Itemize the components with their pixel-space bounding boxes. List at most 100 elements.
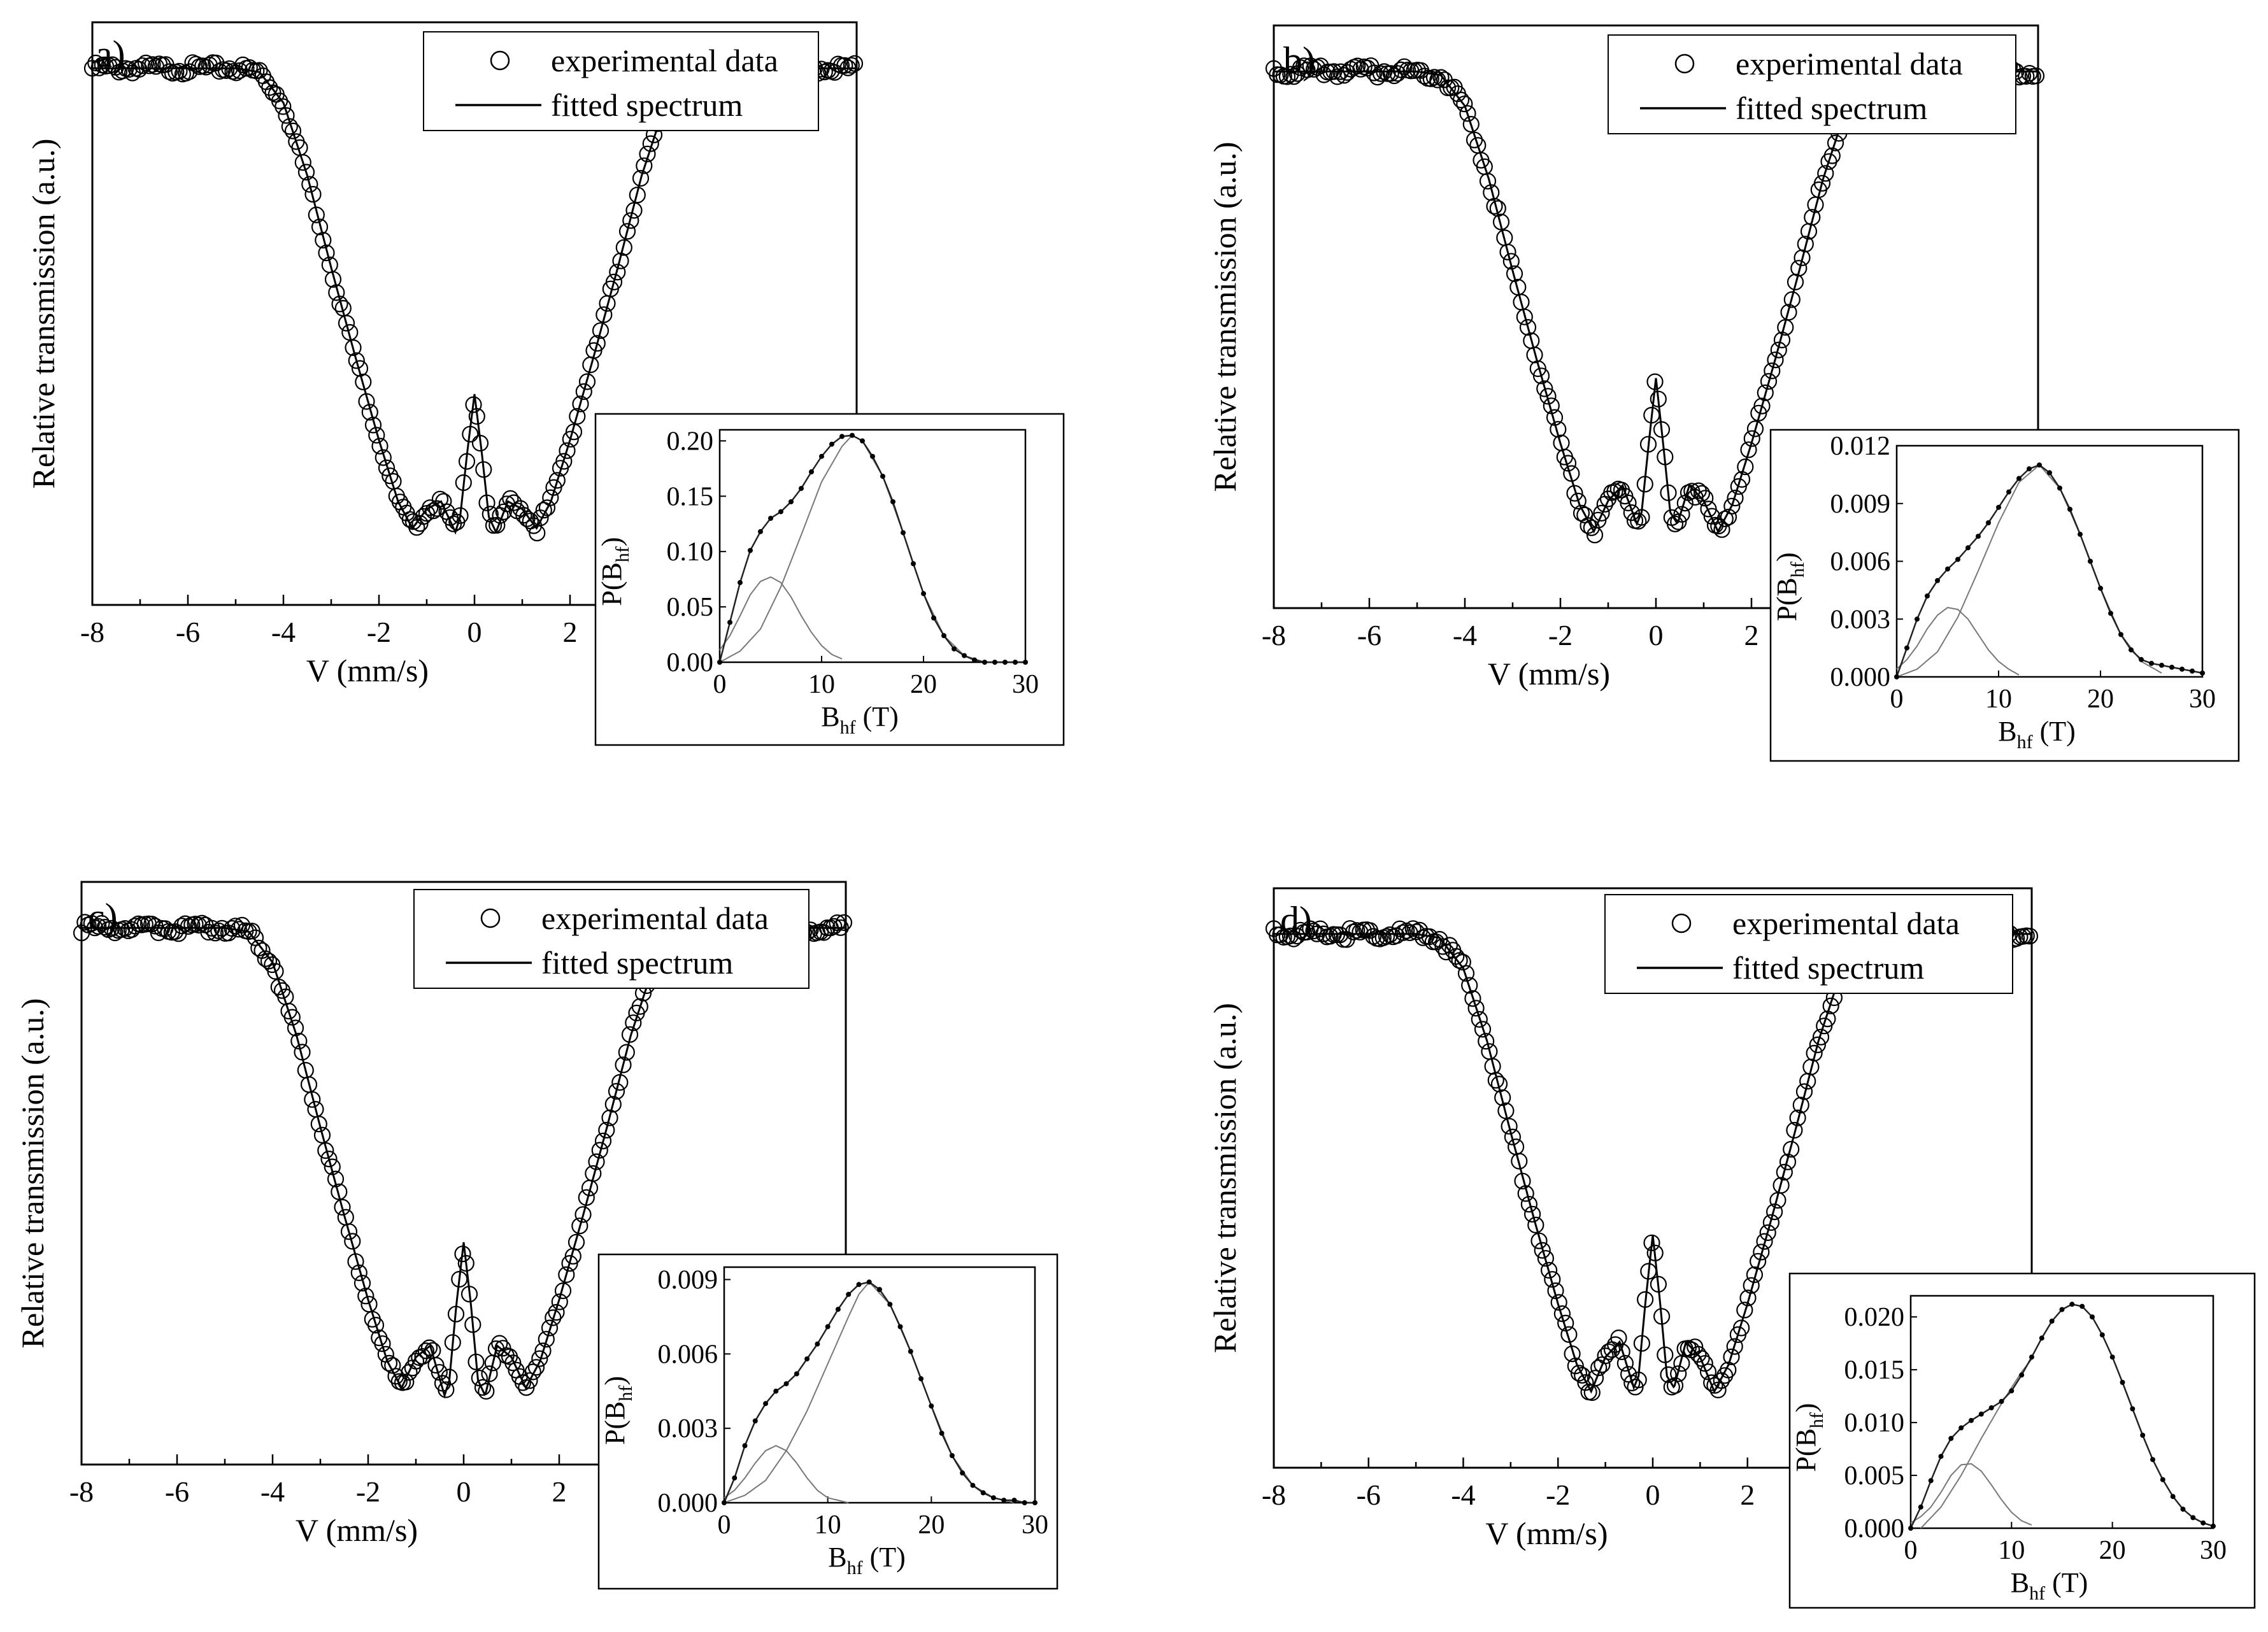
inset-total-point (880, 474, 885, 479)
data-point (1506, 265, 1523, 282)
data-point (1727, 489, 1744, 507)
data-point (578, 373, 596, 390)
data-point (347, 1253, 364, 1270)
data-point (1657, 1346, 1674, 1363)
data-point (1315, 925, 1332, 942)
data-point (1536, 380, 1553, 397)
inset-total-point (2099, 1332, 2105, 1338)
inset-y-tick-label: 0.20 (667, 427, 714, 456)
data-point (1770, 341, 1787, 358)
inset-total-point (1986, 520, 1991, 525)
data-point (1487, 1072, 1504, 1089)
inset-plot-frame (723, 1266, 1036, 1504)
data-point (642, 135, 659, 152)
data-point (90, 59, 108, 76)
data-point (304, 1091, 321, 1108)
data-point (1623, 504, 1640, 522)
data-point (224, 919, 241, 937)
inset-y-label-main: P(B (1771, 578, 1802, 621)
data-point (1325, 63, 1343, 80)
inset-total-point (2049, 1318, 2055, 1324)
x-tick-label: -2 (367, 616, 391, 648)
inset-total-point (860, 438, 865, 444)
data-point (548, 472, 566, 489)
data-point (609, 264, 626, 281)
x-tick-label: -6 (176, 616, 200, 648)
data-point (591, 1142, 608, 1159)
inset-x-label-main: B (1998, 716, 2016, 747)
data-point (1570, 1365, 1588, 1382)
inset-y-label-tail: ) (599, 1376, 631, 1386)
data-point (294, 154, 311, 171)
inset-total-point (990, 1495, 996, 1501)
inset-x-tick-label: 10 (808, 670, 835, 699)
data-point (1292, 59, 1309, 76)
data-point (1594, 1356, 1611, 1373)
data-point (1348, 922, 1366, 939)
inset-total-point (2016, 476, 2022, 481)
inset-total-point (1999, 1398, 2004, 1404)
data-point (350, 1264, 367, 1282)
data-point (1743, 1277, 1760, 1294)
data-point (1827, 134, 1844, 152)
legend-label-fitted: fitted spectrum (551, 87, 743, 123)
data-point (1620, 494, 1637, 512)
inset-total-point (897, 1324, 903, 1330)
data-point (278, 107, 295, 124)
data-point (504, 1354, 522, 1372)
data-point (1802, 1058, 1820, 1075)
inset-total-point (2140, 1433, 2146, 1438)
data-point (1822, 997, 1839, 1014)
data-point (1709, 1381, 1727, 1398)
inset-total-point (901, 530, 906, 536)
inset-total-point (939, 1430, 945, 1436)
data-point (1478, 1033, 1495, 1050)
x-tick-label: 0 (457, 1475, 471, 1508)
data-point (367, 1317, 385, 1334)
data-point (1520, 1196, 1537, 1213)
data-point (1569, 492, 1587, 510)
data-point (1474, 1021, 1492, 1038)
data-point (1553, 1305, 1571, 1323)
data-point (368, 427, 385, 444)
data-point (618, 223, 636, 240)
inset-y-tick-label: 0.009 (1830, 490, 1891, 519)
inset-y-tick-label: 0.003 (658, 1414, 718, 1444)
data-point (478, 1382, 495, 1400)
data-point (527, 1359, 545, 1376)
inset-x-tick-label: 20 (910, 670, 937, 699)
data-point (1813, 174, 1831, 192)
data-point (1693, 1350, 1710, 1367)
inset-y-label-tail: ) (1790, 1403, 1822, 1412)
data-point (1483, 184, 1500, 201)
inset-total-point (1904, 645, 1909, 651)
panel-b: -8 -6 -4 -2 0 2 V (mm/s) Relative transmission … (1207, 24, 2240, 762)
inset-x-label-main: B (2011, 1567, 2029, 1598)
inset-total-point (846, 1291, 852, 1297)
data-point (315, 232, 332, 249)
legend-label-experimental: experimental data (541, 900, 769, 936)
data-point (1779, 1153, 1797, 1170)
data-point (572, 395, 589, 413)
data-point (1699, 1363, 1717, 1380)
x-tick-label: 0 (467, 616, 482, 648)
inset-x-tick-label: 0 (1904, 1536, 1918, 1565)
data-point (1613, 1343, 1630, 1360)
inset-x-tick-label: 30 (1012, 670, 1039, 699)
inset-total-point (870, 453, 875, 459)
data-point (1459, 105, 1476, 122)
data-point (1780, 304, 1797, 321)
data-point (608, 1082, 625, 1100)
data-point (835, 914, 853, 932)
data-point (1593, 504, 1610, 522)
data-point (1639, 436, 1657, 453)
data-point (1527, 1216, 1544, 1234)
data-point (588, 335, 606, 352)
inset-total-point (825, 1324, 831, 1330)
data-point (1693, 485, 1711, 502)
data-point (1797, 236, 1814, 253)
data-point (1823, 147, 1841, 164)
data-point (1620, 1366, 1637, 1383)
legend-circle-marker (1671, 913, 1692, 933)
inset-total-point (2088, 558, 2093, 564)
